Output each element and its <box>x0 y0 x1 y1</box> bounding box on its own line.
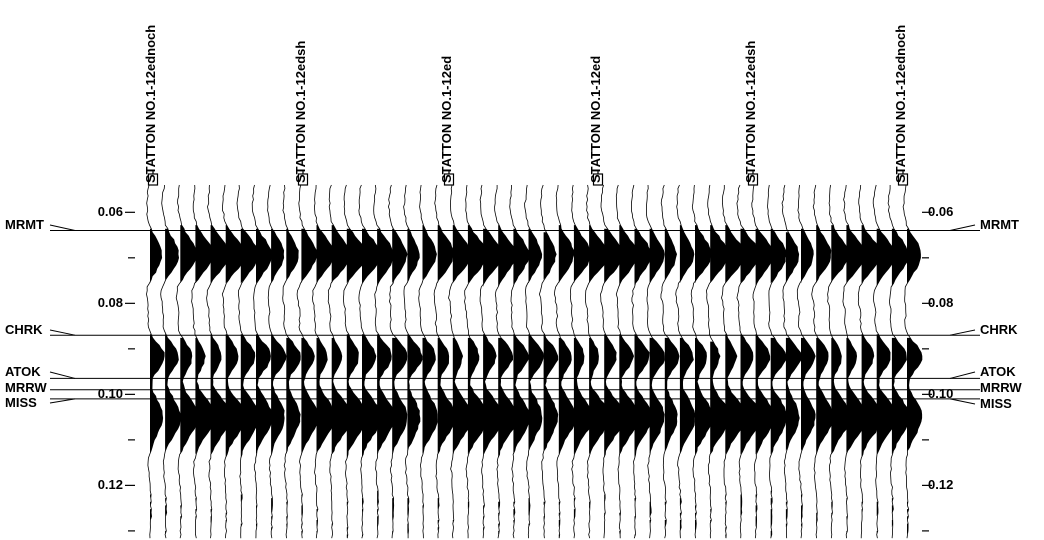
time-label-right: 0.06 <box>928 204 978 219</box>
well-label: STATTON NO.1-12ednoch <box>143 25 158 183</box>
seismic-section: 0.06 0.06 0.08 0.08 0.10 0.10 0.12 0.12 MRMT MRMT… <box>0 0 1044 540</box>
horizon-label-right-miss: MISS <box>980 396 1040 411</box>
horizon-label-right-atok: ATOK <box>980 364 1040 379</box>
time-label-left: 0.08 <box>85 295 123 310</box>
time-label-right: 0.12 <box>928 477 978 492</box>
time-label-right: 0.10 <box>928 386 978 401</box>
well-label: STATTON NO.1-12ednoch <box>893 25 908 183</box>
time-label-left: 0.06 <box>85 204 123 219</box>
well-label: STATTON NO.1-12edsh <box>293 41 308 183</box>
time-label-left: 0.10 <box>85 386 123 401</box>
well-label: STATTON NO.1-12edsh <box>743 41 758 183</box>
well-label: STATTON NO.1-12ed <box>439 56 454 183</box>
well-label: STATTON NO.1-12ed <box>588 56 603 183</box>
horizon-label-left-mrrw: MRRW <box>5 380 55 395</box>
horizon-label-left-chrk: CHRK <box>5 322 55 337</box>
horizon-label-left-miss: MISS <box>5 395 55 410</box>
time-label-left: 0.12 <box>85 477 123 492</box>
horizon-label-left-mrmt: MRMT <box>5 217 55 232</box>
horizon-label-right-mrmt: MRMT <box>980 217 1040 232</box>
horizon-label-left-atok: ATOK <box>5 364 55 379</box>
horizon-label-right-mrrw: MRRW <box>980 380 1040 395</box>
time-label-right: 0.08 <box>928 295 978 310</box>
horizon-label-right-chrk: CHRK <box>980 322 1040 337</box>
